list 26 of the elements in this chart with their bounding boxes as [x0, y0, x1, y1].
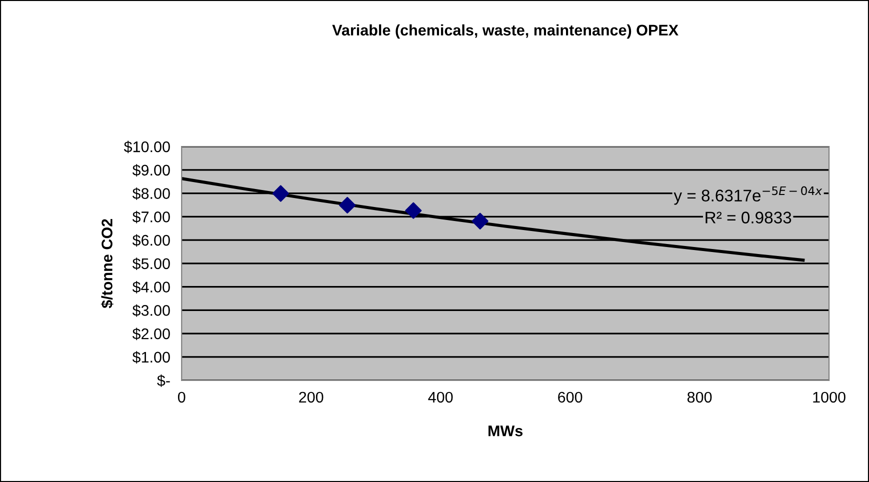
annotation: R² = 0.9833: [706, 212, 792, 224]
y-tick-label: $4.00: [132, 281, 170, 294]
point: [472, 212, 488, 230]
y-tick-label: $1.00: [132, 351, 170, 364]
x-tick-label: 400: [428, 392, 453, 403]
y-tick-label: $-: [157, 374, 170, 387]
point: [272, 185, 289, 202]
x-tick-label: 800: [687, 392, 712, 403]
y-tick-label: $10.00: [124, 140, 170, 154]
y-tick-label: $3.00: [132, 304, 170, 317]
point: [339, 196, 356, 214]
y-tick-label: $5.00: [132, 258, 170, 270]
x-tick-label: 600: [558, 392, 582, 403]
x-axis-title: MWs: [488, 426, 523, 436]
point: [405, 202, 422, 219]
y-axis-title: $/tonne CO2: [100, 219, 114, 308]
y-tick-label: $7.00: [132, 210, 170, 224]
y-tick-label: $6.00: [132, 234, 170, 247]
chart-title: Variable (chemicals, waste, maintenance) OPEX: [332, 24, 678, 39]
annotation: y = 8.6317e$^{−5E−04x}$: [674, 186, 822, 205]
x-tick-label: 200: [299, 392, 324, 403]
x-tick-label: 1000: [813, 392, 846, 403]
y-tick-label: $9.00: [132, 164, 170, 176]
x-tick-label: 0: [178, 392, 186, 403]
y-tick-label: $8.00: [132, 188, 170, 200]
y-tick-label: $2.00: [132, 328, 170, 340]
